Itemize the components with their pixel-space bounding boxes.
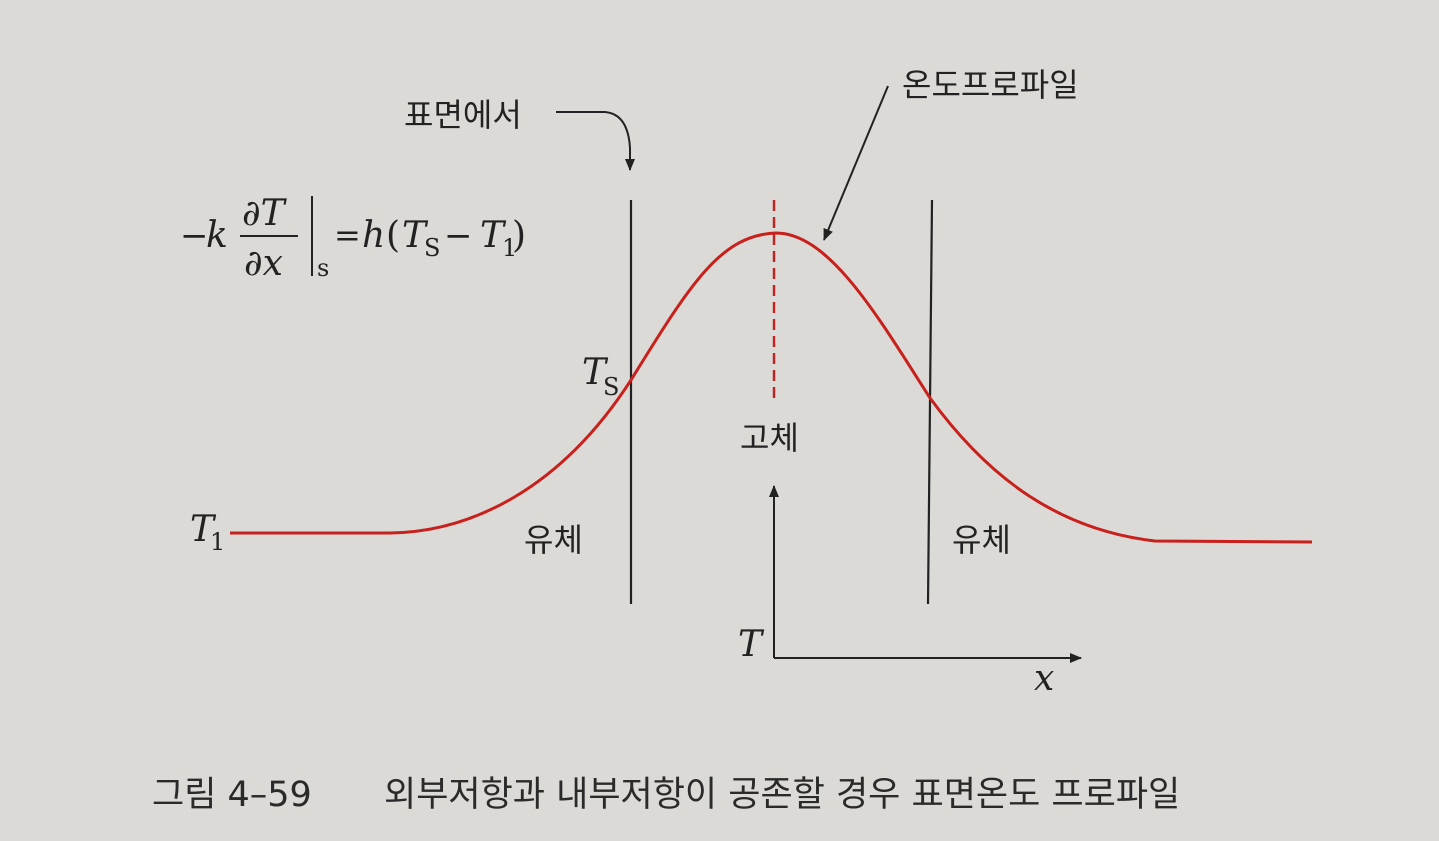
ts-label: T S xyxy=(582,352,619,401)
eq-ts-t: T xyxy=(402,215,429,256)
ts-label-sub: S xyxy=(603,373,619,401)
eq-h: h xyxy=(362,215,385,256)
eq-ts-sub: S xyxy=(424,234,440,262)
solid-label: 고체 xyxy=(740,419,799,457)
t-axis-label: T xyxy=(738,624,765,665)
eq-eval-subscript: s xyxy=(317,254,329,282)
eq-k: k xyxy=(206,215,228,256)
fluid-right-label: 유체 xyxy=(952,521,1011,559)
t1-label-main: T xyxy=(190,509,217,550)
eq-t1-sub: 1 xyxy=(502,234,517,262)
surface-label: 표면에서 xyxy=(404,96,522,134)
right-surface-line xyxy=(926,199,934,605)
temperature-profile-label: 온도프로파일 xyxy=(902,66,1079,104)
temperature-profile-curve xyxy=(230,231,1313,544)
x-axis-label: x xyxy=(1034,658,1054,699)
eq-numerator: ∂T xyxy=(242,193,288,234)
boundary-condition-equation: − k ∂T ∂x s = h ( T S − T 1 ) xyxy=(180,193,526,284)
eq-close-paren: ) xyxy=(512,215,526,256)
profile-pointer-arrow xyxy=(823,85,889,241)
eq-equals: = xyxy=(334,216,361,254)
eq-minus: − xyxy=(180,216,209,256)
eq-denominator: ∂x xyxy=(244,243,283,284)
caption-number: 그림 4–59 xyxy=(152,775,312,815)
fluid-left-label: 유체 xyxy=(524,521,583,559)
eq-t1-t: T xyxy=(480,215,507,256)
surface-pointer-arrow xyxy=(556,111,635,171)
eq-minus-2: − xyxy=(444,216,473,256)
ts-label-main: T xyxy=(582,352,609,393)
t1-label-sub: 1 xyxy=(210,528,225,556)
t1-label: T 1 xyxy=(190,509,225,556)
caption-text: 외부저항과 내부저항이 공존할 경우 표면온도 프로파일 xyxy=(384,775,1180,815)
eq-open-paren: ( xyxy=(386,215,400,256)
